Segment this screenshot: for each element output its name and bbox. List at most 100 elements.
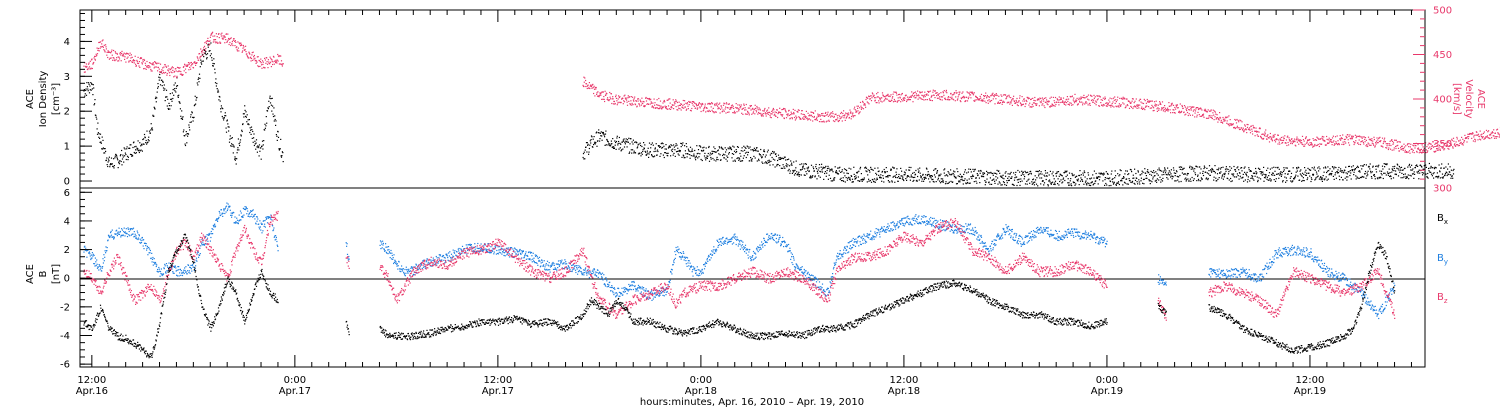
density-point [1236,167,1238,169]
density-point [843,168,846,170]
velocity-point [596,95,599,97]
density-point [1175,172,1177,174]
velocity-point [800,113,802,115]
density-point [1052,181,1054,183]
velocity-point [606,98,608,100]
velocity-point [810,114,813,116]
velocity-point [121,55,124,57]
density-point [860,179,862,181]
velocity-point [1170,112,1172,114]
velocity-point [981,99,983,101]
density-point [922,174,924,176]
density-point [123,161,125,163]
velocity-point [1219,117,1222,119]
density-point [1160,179,1162,181]
density-point [853,173,855,175]
velocity-point [705,111,707,113]
density-point [730,147,732,149]
velocity-point [719,102,721,104]
velocity-point [138,61,140,63]
density-point [1427,172,1429,175]
density-point [94,103,96,105]
density-point [203,49,206,52]
density-point [1077,178,1079,180]
velocity-point [83,71,85,73]
velocity-point [141,63,143,65]
velocity-point [660,107,662,109]
velocity-point [849,112,851,114]
density-point [1235,170,1237,172]
velocity-point [1172,109,1174,111]
density-point [709,152,711,154]
density-point [881,171,883,173]
velocity-point [695,104,697,106]
velocity-point [813,115,815,118]
density-point [731,153,733,155]
velocity-point [132,59,135,61]
density-point [1294,176,1296,178]
velocity-point [1058,96,1060,98]
velocity-point [875,97,877,99]
density-point [785,159,787,161]
density-point [229,138,231,140]
density-point [256,151,258,153]
density-point [981,175,983,177]
density-point [1381,174,1383,176]
velocity-point [954,100,956,102]
velocity-point [867,102,869,104]
density-point [129,153,132,155]
density-point [1306,178,1308,181]
velocity-point [946,92,948,94]
density-point [1200,168,1202,170]
density-point [696,145,698,147]
density-point [779,156,781,159]
density-point [822,166,824,168]
density-point [829,168,831,171]
density-point [1435,167,1437,169]
density-point [612,146,614,148]
velocity-point [694,102,696,104]
density-point [258,155,260,157]
velocity-point [708,109,710,111]
velocity-point [1150,100,1152,102]
density-point [1173,172,1175,174]
density-point [1276,173,1278,175]
density-point [192,120,194,122]
velocity-point [1071,104,1073,106]
velocity-point [195,62,198,64]
velocity-point [650,101,652,103]
density-point [1309,175,1311,177]
velocity-point [133,60,135,62]
density-point [975,177,977,179]
velocity-point [850,111,852,113]
density-point [1048,174,1050,176]
density-point [1125,170,1127,172]
velocity-point [1049,106,1051,108]
velocity-point [1115,99,1117,101]
density-point [1047,185,1049,187]
density-point [218,99,220,101]
density-point [685,143,687,145]
velocity-point [784,108,786,110]
velocity-point [928,91,930,93]
density-point [660,143,662,145]
density-point [126,155,129,157]
density-point [797,174,799,176]
density-point [655,143,657,145]
density-point [221,115,223,118]
velocity-point [699,106,701,108]
velocity-point [821,113,823,115]
density-point [841,169,843,171]
velocity-point [781,115,783,117]
density-point [1167,167,1169,169]
density-point [967,171,969,173]
density-point [1242,173,1244,175]
density-point [865,170,867,172]
density-point [1163,173,1165,176]
density-point [168,105,170,107]
density-point [184,144,187,147]
velocity-point [1196,114,1198,116]
density-point [1199,166,1201,168]
velocity-point [867,97,869,99]
velocity-point [94,55,96,57]
